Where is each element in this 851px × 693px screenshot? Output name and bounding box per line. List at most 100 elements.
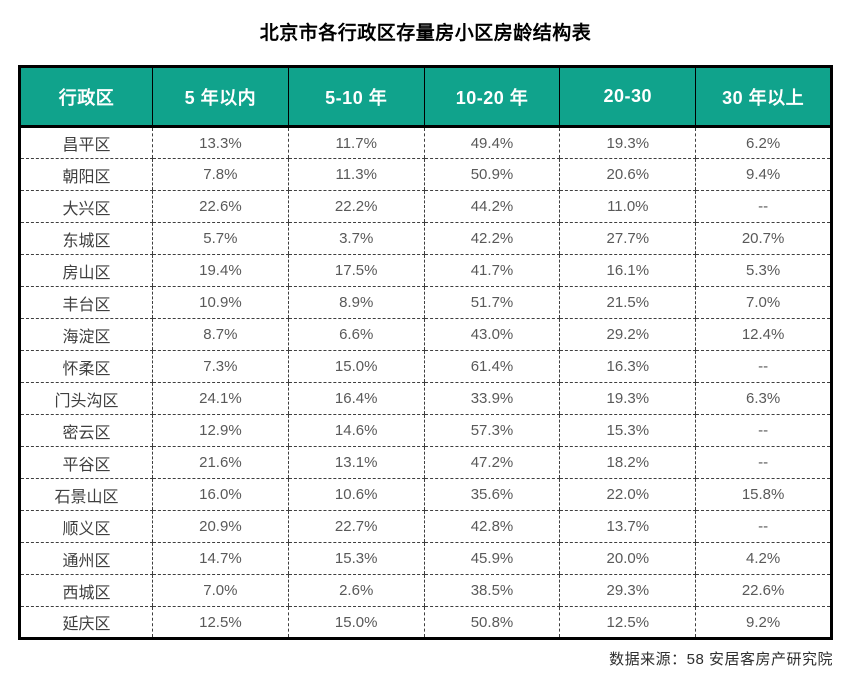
table-row: 西城区 7.0% 2.6% 38.5% 29.3% 22.6% (19, 574, 832, 607)
value-cell: 19.3% (559, 126, 696, 159)
header-cell-under-5y: 5 年以内 (152, 66, 289, 128)
value-cell: 12.9% (152, 414, 289, 447)
value-cell: 38.5% (423, 574, 560, 607)
district-cell: 房山区 (19, 254, 153, 287)
value-cell: 50.8% (423, 606, 560, 639)
value-cell: 15.3% (287, 542, 425, 575)
value-cell: 6.2% (695, 126, 832, 159)
table-row: 昌平区 13.3% 11.7% 49.4% 19.3% 6.2% (19, 126, 832, 159)
value-cell: 16.0% (152, 478, 289, 511)
district-cell: 海淀区 (19, 318, 153, 351)
value-cell: 16.1% (559, 254, 696, 287)
table-row: 房山区 19.4% 17.5% 41.7% 16.1% 5.3% (19, 254, 832, 287)
value-cell: 12.4% (695, 318, 832, 351)
district-cell: 东城区 (19, 222, 153, 255)
value-cell: 9.2% (695, 606, 832, 639)
value-cell: -- (695, 510, 832, 543)
district-cell: 平谷区 (19, 446, 153, 479)
value-cell: 42.2% (423, 222, 560, 255)
district-cell: 丰台区 (19, 286, 153, 319)
value-cell: 8.7% (152, 318, 289, 351)
value-cell: 5.7% (152, 222, 289, 255)
value-cell: 20.7% (695, 222, 832, 255)
district-cell: 密云区 (19, 414, 153, 447)
header-cell-10-20y: 10-20 年 (423, 66, 560, 128)
value-cell: 20.9% (152, 510, 289, 543)
value-cell: 19.4% (152, 254, 289, 287)
district-cell: 昌平区 (19, 126, 153, 159)
value-cell: 35.6% (423, 478, 560, 511)
value-cell: 7.0% (695, 286, 832, 319)
table-row: 密云区 12.9% 14.6% 57.3% 15.3% -- (19, 414, 832, 447)
value-cell: 16.3% (559, 350, 696, 383)
value-cell: 15.0% (287, 606, 425, 639)
value-cell: 33.9% (423, 382, 560, 415)
value-cell: -- (695, 190, 832, 223)
table-row: 怀柔区 7.3% 15.0% 61.4% 16.3% -- (19, 350, 832, 383)
value-cell: 14.7% (152, 542, 289, 575)
value-cell: 29.3% (559, 574, 696, 607)
value-cell: 10.6% (287, 478, 425, 511)
table-row: 丰台区 10.9% 8.9% 51.7% 21.5% 7.0% (19, 286, 832, 319)
value-cell: 13.3% (152, 126, 289, 159)
district-cell: 怀柔区 (19, 350, 153, 383)
table-row: 东城区 5.7% 3.7% 42.2% 27.7% 20.7% (19, 222, 832, 255)
table-header: 行政区 5 年以内 5-10 年 10-20 年 20-30 30 年以上 (19, 66, 832, 128)
page-title: 北京市各行政区存量房小区房龄结构表 (259, 23, 592, 44)
housing-age-table: 行政区 5 年以内 5-10 年 10-20 年 20-30 30 年以上 昌平… (18, 65, 833, 640)
value-cell: 22.0% (559, 478, 696, 511)
value-cell: 22.6% (695, 574, 832, 607)
value-cell: 61.4% (423, 350, 560, 383)
value-cell: -- (695, 446, 832, 479)
table-row: 石景山区 16.0% 10.6% 35.6% 22.0% 15.8% (19, 478, 832, 511)
value-cell: 24.1% (152, 382, 289, 415)
value-cell: 45.9% (423, 542, 560, 575)
value-cell: 15.3% (559, 414, 696, 447)
table-row: 大兴区 22.6% 22.2% 44.2% 11.0% -- (19, 190, 832, 223)
value-cell: 10.9% (152, 286, 289, 319)
value-cell: 18.2% (559, 446, 696, 479)
value-cell: 20.6% (559, 158, 696, 191)
header-row: 行政区 5 年以内 5-10 年 10-20 年 20-30 30 年以上 (19, 66, 832, 128)
value-cell: 12.5% (559, 606, 696, 639)
district-cell: 顺义区 (19, 510, 153, 543)
value-cell: 49.4% (423, 126, 560, 159)
value-cell: 9.4% (695, 158, 832, 191)
value-cell: 8.9% (287, 286, 425, 319)
value-cell: 29.2% (559, 318, 696, 351)
district-cell: 西城区 (19, 574, 153, 607)
value-cell: 7.3% (152, 350, 289, 383)
value-cell: 22.6% (152, 190, 289, 223)
table-row: 平谷区 21.6% 13.1% 47.2% 18.2% -- (19, 446, 832, 479)
value-cell: 43.0% (423, 318, 560, 351)
header-cell-over-30y: 30 年以上 (695, 66, 832, 128)
value-cell: 11.3% (287, 158, 425, 191)
value-cell: 7.8% (152, 158, 289, 191)
value-cell: 44.2% (423, 190, 560, 223)
value-cell: 11.7% (287, 126, 425, 159)
value-cell: 41.7% (423, 254, 560, 287)
value-cell: -- (695, 414, 832, 447)
value-cell: 2.6% (287, 574, 425, 607)
value-cell: 7.0% (152, 574, 289, 607)
value-cell: 3.7% (287, 222, 425, 255)
header-cell-district: 行政区 (19, 66, 153, 128)
value-cell: 27.7% (559, 222, 696, 255)
value-cell: 22.7% (287, 510, 425, 543)
value-cell: 57.3% (423, 414, 560, 447)
value-cell: 6.6% (287, 318, 425, 351)
district-cell: 延庆区 (62, 616, 111, 633)
district-cell: 大兴区 (19, 190, 153, 223)
value-cell: 20.0% (559, 542, 696, 575)
value-cell: 50.9% (423, 158, 560, 191)
value-cell: 13.7% (559, 510, 696, 543)
header-cell-20-30y: 20-30 (559, 66, 696, 128)
value-cell: 16.4% (287, 382, 425, 415)
table-row: 延庆区 12.5% 15.0% 50.8% 12.5% 9.2% (20, 606, 832, 639)
table-row: 顺义区 20.9% 22.7% 42.8% 13.7% -- (19, 510, 832, 543)
value-cell: 22.2% (287, 190, 425, 223)
value-cell: 17.5% (287, 254, 425, 287)
value-cell: 13.1% (287, 446, 425, 479)
table-row: 海淀区 8.7% 6.6% 43.0% 29.2% 12.4% (19, 318, 832, 351)
